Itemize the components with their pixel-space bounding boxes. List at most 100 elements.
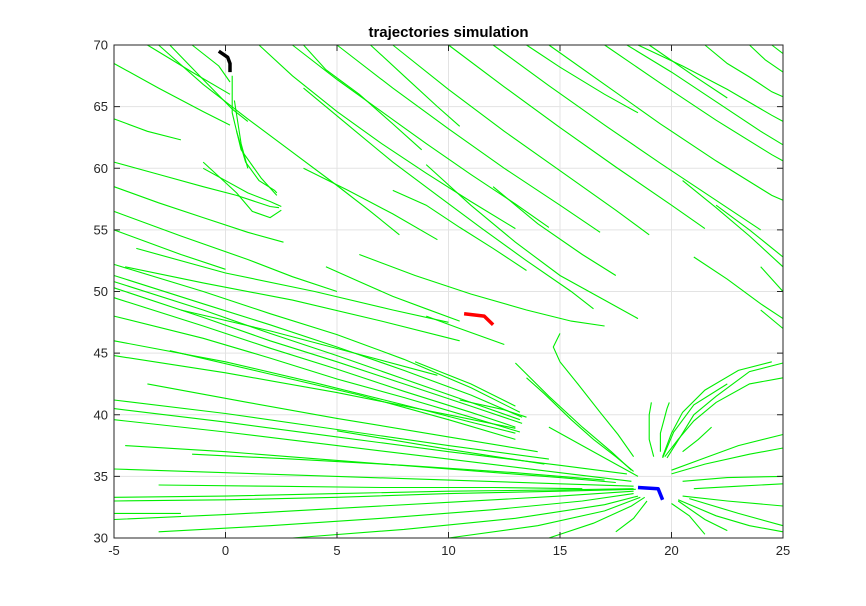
streamline: [336, 44, 601, 233]
streamline: [158, 44, 400, 236]
streamline: [202, 161, 282, 219]
streamline: [459, 399, 527, 418]
streamline: [392, 189, 527, 271]
streamline: [426, 315, 505, 346]
streamline: [113, 468, 634, 487]
streamline: [552, 333, 635, 458]
streamline: [671, 503, 706, 535]
streamline: [414, 361, 516, 407]
x-tick-label: 15: [553, 543, 567, 558]
streamline: [147, 44, 231, 95]
grid-lines: [113, 44, 784, 539]
trajectory-line: [637, 485, 665, 501]
streamline: [648, 44, 728, 99]
streamline: [113, 490, 634, 521]
streamline: [760, 266, 784, 292]
streamline: [180, 309, 438, 376]
streamline: [303, 167, 438, 241]
streamline: [191, 44, 231, 83]
streamline: [236, 131, 278, 194]
streamline: [548, 44, 784, 201]
x-tick-label: 0: [222, 543, 229, 558]
streamline: [113, 297, 516, 428]
x-tick-label: -5: [108, 543, 120, 558]
streamline: [604, 44, 784, 162]
streamline: [113, 281, 521, 421]
streamline: [548, 426, 639, 477]
streamline: [693, 256, 784, 320]
streamline: [113, 488, 636, 502]
streamline: [113, 229, 226, 270]
streamline: [749, 44, 784, 73]
streamline: [392, 44, 650, 236]
streamline: [113, 161, 280, 209]
streamline: [760, 309, 784, 329]
streamline: [113, 399, 549, 460]
streamline: [671, 433, 784, 471]
streamline: [715, 204, 784, 258]
streamline: [113, 315, 521, 433]
streamline: [158, 493, 634, 533]
streamline: [664, 377, 784, 458]
streamline: [659, 402, 670, 452]
streamline: [448, 44, 706, 230]
streamline: [113, 210, 338, 293]
y-tick-label: 55: [94, 222, 108, 237]
streamline: [325, 266, 460, 322]
streamline: [336, 430, 545, 465]
streamline: [202, 167, 282, 208]
streamline: [113, 340, 516, 434]
streamline: [113, 118, 182, 141]
streamline: [113, 186, 284, 243]
y-tick-label: 45: [94, 346, 108, 361]
streamline: [303, 87, 594, 310]
axis-ticks: -5 0 5 10 15 20 25 30 35 40 45 50 55 60 65 70: [94, 38, 791, 559]
streamline: [492, 44, 762, 231]
streamline: [637, 44, 784, 122]
streamline: [158, 484, 583, 490]
streamline: [113, 408, 627, 475]
streamline: [147, 383, 538, 453]
streamline: [771, 44, 784, 55]
streamline: [258, 44, 516, 230]
streamline: [113, 263, 521, 413]
streamline: [370, 44, 461, 127]
streamline: [677, 499, 784, 533]
streamline: [677, 500, 728, 532]
x-tick-label: 5: [333, 543, 340, 558]
streamline: [515, 362, 632, 471]
streamline: [704, 44, 784, 98]
streamline: [113, 274, 523, 418]
trajectories: [217, 49, 665, 501]
trajectory-line: [463, 311, 495, 327]
streamline: [125, 266, 460, 342]
streamlines: [113, 44, 784, 539]
streamline: [113, 63, 231, 126]
x-tick-label: 20: [664, 543, 678, 558]
streamline: [425, 164, 639, 320]
streamline: [113, 488, 634, 498]
streamline: [671, 447, 784, 475]
y-tick-label: 40: [94, 407, 108, 422]
trajectory-line: [217, 49, 232, 73]
streamline: [113, 419, 632, 482]
streamline: [666, 362, 784, 459]
streamline: [526, 44, 639, 114]
streamline: [492, 186, 617, 276]
streamline: [548, 496, 646, 539]
streamline: [292, 495, 639, 539]
streamline: [448, 496, 641, 539]
streamline: [303, 44, 423, 151]
streamline: [682, 180, 784, 268]
y-tick-label: 35: [94, 469, 108, 484]
streamline: [682, 495, 784, 507]
streamline: [682, 426, 712, 453]
y-tick-label: 70: [94, 38, 108, 53]
y-tick-label: 50: [94, 284, 108, 299]
streamline: [662, 383, 728, 459]
streamline: [169, 44, 249, 122]
streamline: [615, 500, 648, 533]
x-tick-label: 10: [441, 543, 455, 558]
